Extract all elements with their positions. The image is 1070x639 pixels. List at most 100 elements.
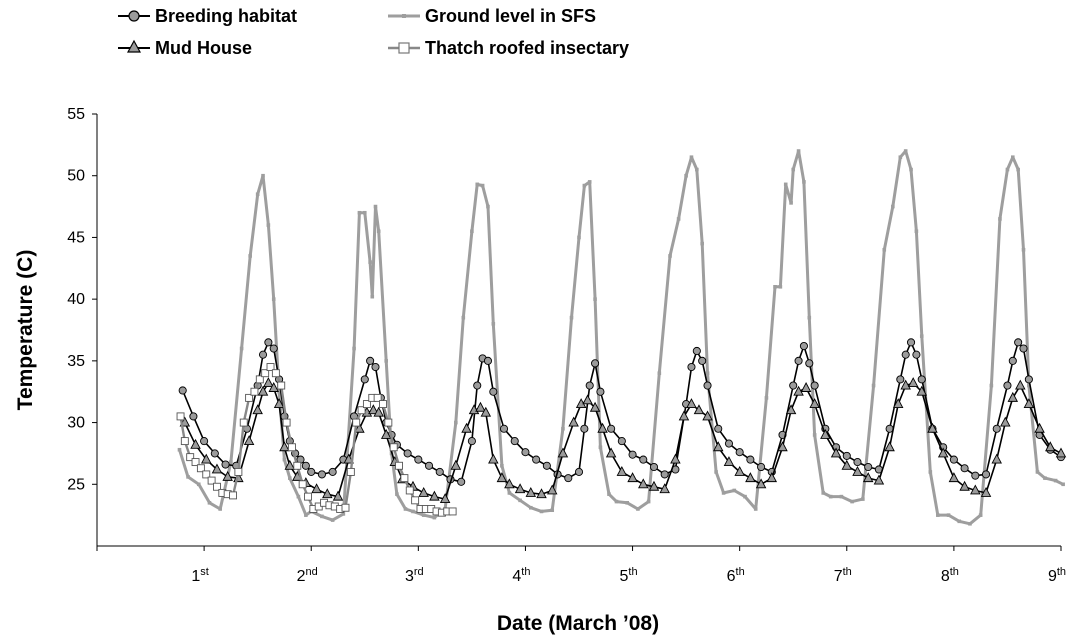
legend-circle-marker	[128, 10, 140, 22]
data-point	[370, 294, 375, 299]
legend-item-ground-level: Ground level in SFS	[388, 6, 596, 26]
data-point	[670, 453, 681, 464]
legend-small-square-marker	[402, 14, 406, 18]
data-point	[186, 475, 190, 479]
data-point	[783, 182, 788, 187]
data-point	[400, 474, 409, 483]
data-point	[491, 322, 496, 326]
data-point	[269, 344, 278, 353]
data-point	[467, 437, 476, 446]
data-point	[789, 201, 793, 205]
y-tick-label: 50	[67, 168, 85, 185]
data-point	[777, 441, 788, 452]
data-point	[371, 362, 380, 372]
data-point	[450, 459, 462, 470]
data-point	[649, 462, 659, 472]
data-point	[213, 482, 221, 491]
data-point	[439, 493, 451, 504]
data-point	[266, 363, 275, 371]
data-point	[839, 494, 844, 499]
data-point	[959, 480, 970, 491]
y-axis-ticks: 25 30 35 40 45 50 55	[67, 106, 97, 493]
data-point	[799, 341, 808, 351]
data-point	[207, 501, 212, 505]
x-axis-title: Date (March ’08)	[497, 612, 659, 635]
data-point	[261, 173, 265, 178]
data-point	[196, 482, 201, 487]
data-point	[483, 356, 493, 365]
y-tick-label: 30	[67, 415, 85, 432]
data-point	[743, 494, 747, 499]
data-point	[277, 381, 286, 390]
x-tick-label: 1st	[191, 566, 208, 585]
data-point	[268, 382, 279, 392]
legend-item-thatch-roofed: Thatch roofed insectary	[388, 38, 629, 58]
data-point	[700, 241, 704, 246]
data-point	[360, 375, 369, 384]
data-point	[496, 472, 508, 483]
data-point	[591, 359, 600, 368]
data-point	[258, 350, 268, 359]
legend-item-mud-house: Mud House	[118, 38, 252, 58]
data-point	[794, 356, 803, 365]
data-point	[448, 507, 457, 516]
data-point	[296, 494, 301, 499]
data-point	[960, 464, 969, 473]
data-point	[207, 476, 216, 485]
data-point	[901, 350, 910, 359]
series-breeding-habitat	[178, 338, 1066, 486]
legend-item-breeding-habitat: Breeding habitat	[118, 6, 297, 26]
data-point	[992, 424, 1001, 433]
data-point	[891, 204, 895, 209]
data-point	[778, 285, 783, 289]
data-point	[287, 443, 296, 452]
data-point	[614, 499, 619, 504]
y-tick-label: 40	[67, 291, 85, 308]
data-point	[178, 386, 187, 395]
data-point	[1053, 478, 1058, 483]
data-point	[507, 491, 512, 495]
data-point	[432, 515, 437, 520]
data-point	[532, 455, 541, 464]
data-point	[692, 346, 701, 356]
data-point	[255, 375, 264, 384]
data-point	[660, 470, 669, 479]
data-point	[362, 400, 371, 409]
data-point	[639, 455, 648, 464]
data-point	[580, 424, 589, 433]
data-point	[1045, 441, 1056, 452]
x-axis-ticks: 1st 2nd 3rd 4th 5th 6th 7th 8th 9th	[96, 546, 1066, 585]
data-point	[317, 470, 326, 479]
data-point	[362, 210, 367, 215]
data-point	[605, 447, 617, 458]
data-point	[405, 486, 414, 495]
data-point	[757, 462, 766, 472]
data-point	[330, 518, 335, 522]
data-point	[589, 401, 601, 412]
data-point	[373, 204, 378, 209]
data-point	[282, 418, 291, 427]
data-point	[284, 459, 296, 470]
data-point	[373, 406, 384, 417]
data-point	[659, 483, 670, 494]
data-point	[636, 507, 640, 511]
data-point	[807, 315, 812, 320]
data-point	[1061, 482, 1065, 487]
y-tick-label: 55	[67, 106, 85, 123]
data-point	[354, 422, 365, 433]
data-point	[222, 470, 233, 481]
data-point	[248, 254, 252, 258]
data-point	[937, 447, 949, 458]
data-point	[211, 463, 223, 474]
data-point	[802, 180, 806, 184]
data-point	[486, 204, 490, 209]
data-point	[373, 393, 382, 402]
data-point	[1043, 476, 1047, 480]
data-point	[596, 387, 605, 396]
data-point	[357, 406, 366, 415]
data-point	[884, 441, 895, 452]
data-point	[1021, 247, 1026, 252]
data-point	[475, 182, 480, 187]
data-point	[928, 470, 933, 474]
data-point	[301, 461, 310, 470]
